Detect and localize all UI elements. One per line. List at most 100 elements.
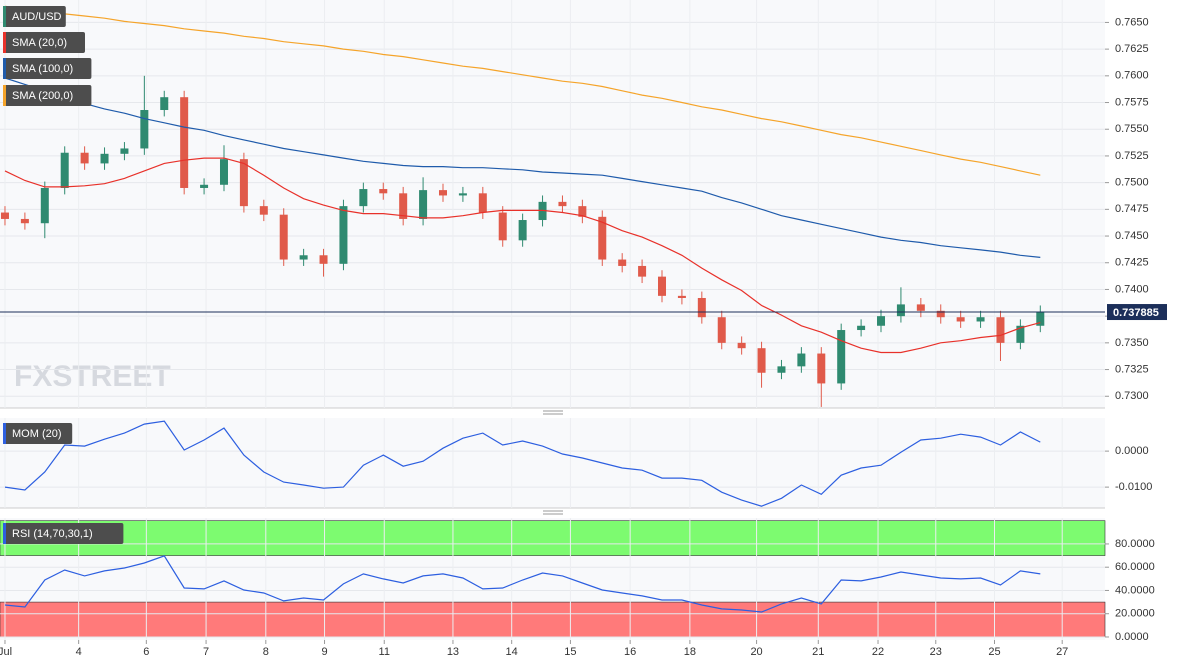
y-tick-label: 40.0000 [1115, 584, 1155, 596]
x-tick-label: 4 [76, 646, 82, 658]
candle-body [0, 212, 9, 219]
legend-label: MOM (20) [12, 428, 62, 440]
x-tick-label: 18 [684, 646, 696, 658]
series-line [4, 157, 1041, 354]
candle-body [200, 184, 209, 188]
y-tick-label: -0.0100 [1115, 481, 1152, 493]
candle-body [857, 325, 866, 331]
x-tick-label: 8 [263, 646, 269, 658]
x-tick-label: 15 [564, 646, 576, 658]
candle-body [498, 212, 507, 241]
candle-body [737, 342, 746, 349]
candle-body [697, 297, 706, 318]
x-tick-label: 11 [379, 646, 390, 658]
y-tick-label: 0.7300 [1115, 390, 1149, 402]
legend-box [3, 85, 92, 106]
x-tick-label: 6 [143, 646, 149, 658]
y-tick-label: 0.7525 [1115, 150, 1149, 162]
y-tick-label: 0.7400 [1115, 283, 1149, 295]
y-tick-label: 0.7325 [1115, 363, 1149, 375]
candle-body [618, 259, 627, 266]
candle-body [438, 190, 447, 196]
x-tick-label: 21 [812, 646, 824, 658]
legend-label: SMA (20,0) [12, 37, 67, 49]
legend-swatch [3, 58, 6, 79]
candle-body [1036, 311, 1045, 326]
legend-swatch [3, 85, 6, 106]
x-tick-label: 25 [988, 646, 1000, 658]
x-tick-label: 9 [321, 646, 327, 658]
y-tick-label: 80.0000 [1115, 538, 1155, 550]
candle-body [140, 110, 149, 149]
x-tick-label: 16 [624, 646, 636, 658]
y-tick-label: 0.7650 [1115, 16, 1149, 28]
x-tick-label: 22 [872, 646, 884, 658]
legend-box [3, 523, 124, 544]
candle-body [658, 276, 667, 296]
legend-label: RSI (14,70,30,1) [12, 528, 93, 540]
legend-label: AUD/USD [12, 11, 62, 23]
y-tick-label: 0.7550 [1115, 123, 1149, 135]
last-price-label: 0.737885 [1113, 307, 1159, 319]
candle-body [877, 316, 886, 326]
candle-body [638, 265, 647, 277]
series-line [4, 555, 1041, 613]
x-tick-label: Jul [0, 646, 12, 658]
last-price-box [1107, 304, 1167, 321]
candle-body [757, 348, 766, 373]
candle-body [1016, 325, 1025, 343]
legend-label: SMA (100,0) [12, 63, 73, 75]
x-tick-label: 27 [1056, 646, 1068, 658]
main-panel [0, 0, 1105, 408]
x-tick-label: 20 [750, 646, 762, 658]
candle-body [976, 317, 985, 322]
candle-body [379, 189, 388, 194]
x-tick-label: 23 [930, 646, 942, 658]
candle-body [578, 206, 587, 217]
x-tick-label: 14 [506, 646, 518, 658]
candle-body [916, 304, 925, 311]
candle-body [399, 193, 408, 219]
legend-box [3, 423, 73, 444]
candle-body [299, 255, 308, 260]
series-line [4, 420, 1041, 507]
candle-body [936, 310, 945, 318]
candle-body [80, 152, 89, 164]
y-tick-label: 0.7600 [1115, 70, 1149, 82]
y-tick-label: 0.7425 [1115, 257, 1149, 269]
legend-swatch [3, 423, 6, 444]
candle-body [239, 159, 248, 207]
candle-body [896, 304, 905, 317]
y-tick-label: 0.7500 [1115, 177, 1149, 189]
legend-box [3, 58, 92, 79]
y-tick-label: 0.7350 [1115, 337, 1149, 349]
y-tick-label: 0.7575 [1115, 96, 1149, 108]
y-tick-label: 60.0000 [1115, 561, 1155, 573]
candle-body [837, 330, 846, 384]
candle-body [817, 353, 826, 384]
candle-body [120, 148, 129, 154]
legend-box [3, 32, 85, 53]
legend-box [3, 6, 66, 27]
x-tick-label: 13 [447, 646, 459, 658]
candle-body [598, 216, 607, 260]
legend-label: SMA (200,0) [12, 90, 73, 102]
candle-body [160, 97, 169, 111]
band [0, 520, 1106, 556]
candle-body [279, 214, 288, 260]
resize-handle[interactable] [543, 410, 563, 515]
legend-swatch [3, 32, 6, 53]
y-tick-label: 0.7475 [1115, 203, 1149, 215]
candle-body [458, 193, 467, 196]
y-tick-label: 0.0000 [1115, 631, 1149, 643]
candle-body [996, 317, 1005, 343]
candle-body [259, 206, 268, 215]
candle-body [319, 255, 328, 264]
candle-body [40, 187, 49, 224]
candle-body [219, 159, 228, 185]
series-line [4, 5, 1041, 176]
y-tick-label: 0.0000 [1115, 445, 1149, 457]
candle-body [100, 153, 109, 164]
legend-swatch [3, 523, 6, 544]
